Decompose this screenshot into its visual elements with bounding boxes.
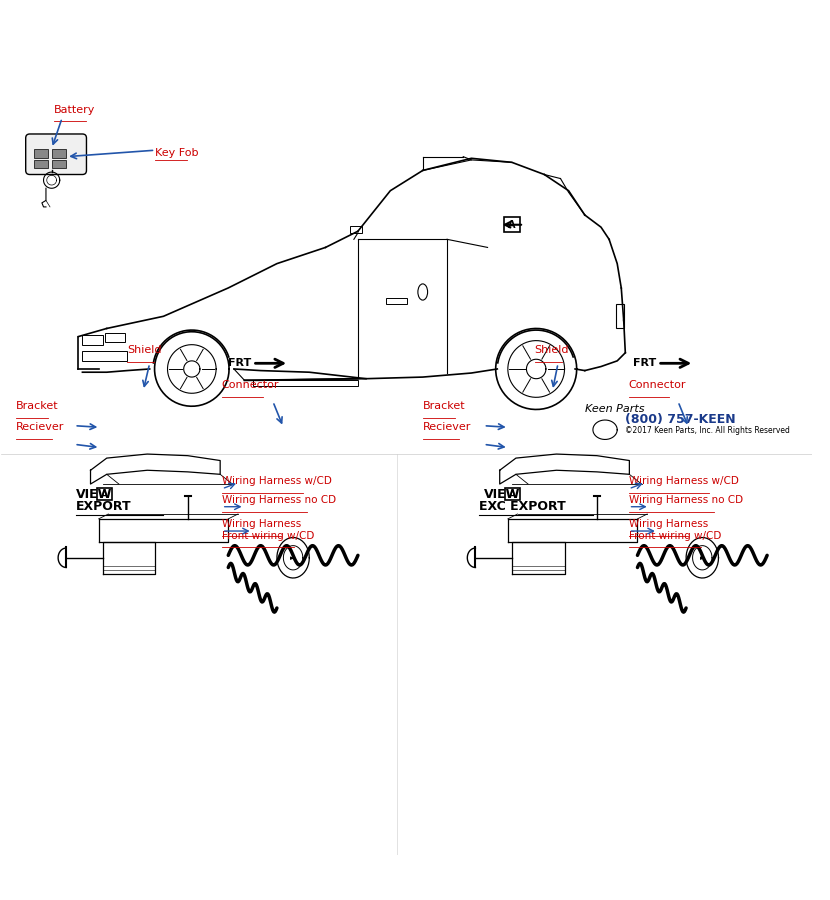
- FancyBboxPatch shape: [26, 134, 86, 175]
- Bar: [34, 148, 48, 158]
- Text: ©2017 Keen Parts, Inc. All Rights Reserved: ©2017 Keen Parts, Inc. All Rights Reserv…: [625, 427, 790, 436]
- Text: Bracket: Bracket: [16, 401, 59, 411]
- Bar: [386, 299, 407, 304]
- Text: Battery: Battery: [54, 104, 95, 114]
- Text: Bracket: Bracket: [422, 401, 466, 411]
- Text: A: A: [509, 490, 516, 499]
- Bar: [51, 160, 66, 168]
- Text: ►: ►: [700, 554, 705, 561]
- Text: Key Fob: Key Fob: [155, 148, 199, 158]
- Text: Wiring Harness w/CD: Wiring Harness w/CD: [222, 476, 332, 487]
- Text: Shield: Shield: [535, 346, 569, 356]
- Bar: [252, 380, 358, 386]
- Text: FRT: FRT: [632, 358, 656, 368]
- Bar: [616, 304, 623, 328]
- Text: Wiring Harness no CD: Wiring Harness no CD: [222, 495, 336, 505]
- Text: Connector: Connector: [628, 380, 686, 390]
- Bar: [97, 488, 111, 500]
- Bar: [51, 148, 66, 158]
- Text: Wiring Harness w/CD: Wiring Harness w/CD: [628, 476, 739, 487]
- Text: Wiring Harness: Wiring Harness: [222, 519, 301, 529]
- Text: EXPORT: EXPORT: [76, 500, 132, 513]
- Bar: [349, 227, 362, 233]
- Text: VIEW: VIEW: [485, 488, 520, 500]
- Text: ►: ►: [290, 554, 295, 561]
- Text: Shield: Shield: [127, 346, 162, 356]
- Text: Wiring Harness: Wiring Harness: [628, 519, 708, 529]
- Text: Wiring Harness no CD: Wiring Harness no CD: [628, 495, 743, 505]
- Text: EXC EXPORT: EXC EXPORT: [480, 500, 566, 513]
- Text: Reciever: Reciever: [422, 422, 471, 432]
- Text: (800) 757-KEEN: (800) 757-KEEN: [625, 413, 736, 426]
- Bar: [82, 335, 103, 345]
- Text: A: A: [508, 220, 515, 230]
- Bar: [105, 332, 125, 342]
- Text: Reciever: Reciever: [16, 422, 65, 432]
- Bar: [34, 160, 48, 168]
- Text: FRT: FRT: [227, 358, 251, 368]
- Text: Front wiring w/CD: Front wiring w/CD: [628, 531, 721, 541]
- Bar: [504, 218, 520, 232]
- Text: Front wiring w/CD: Front wiring w/CD: [222, 531, 315, 541]
- Text: A: A: [100, 490, 108, 499]
- Bar: [82, 351, 127, 361]
- Bar: [505, 488, 520, 500]
- Text: Connector: Connector: [222, 380, 279, 390]
- Text: VIEW: VIEW: [76, 488, 112, 500]
- Text: Keen Parts: Keen Parts: [585, 403, 644, 413]
